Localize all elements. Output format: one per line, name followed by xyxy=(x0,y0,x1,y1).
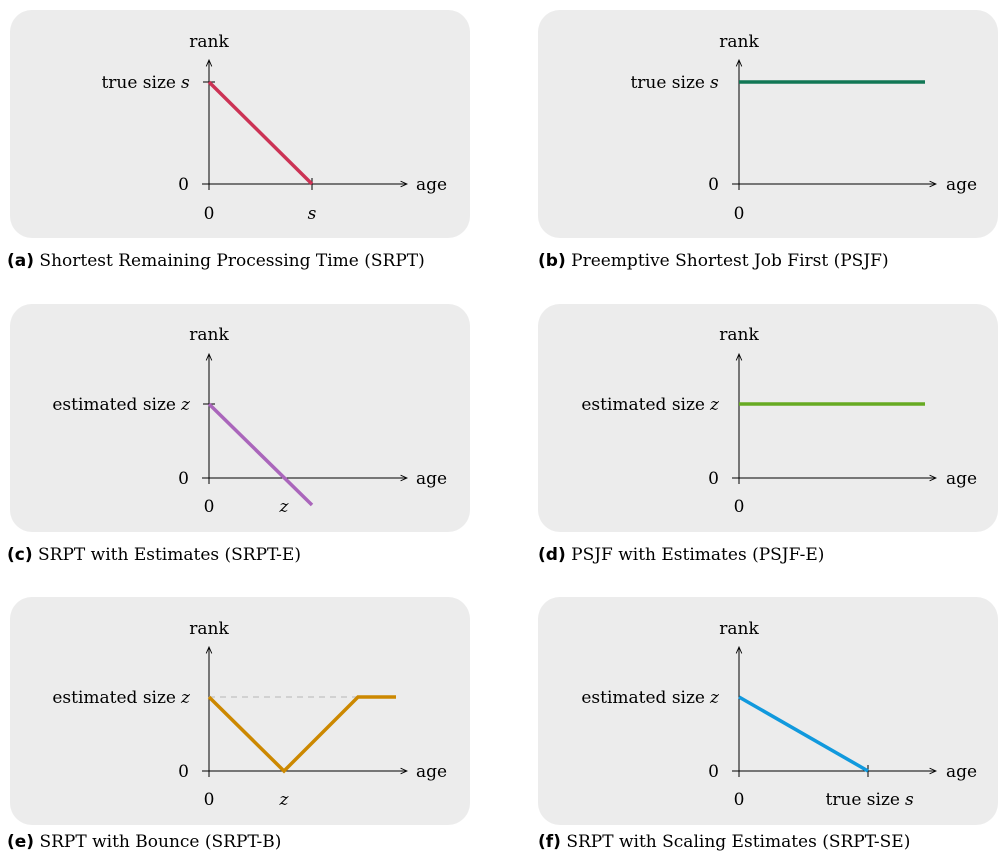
panel-b-x-tick-zero: 0 xyxy=(734,204,745,224)
panel-f-x-tick-zero: 0 xyxy=(734,790,745,810)
panel-f-background xyxy=(538,597,998,825)
panel-a-rank-line xyxy=(207,80,314,186)
panel-e-y-tick-estimated-size: estimated size xyxy=(52,688,176,708)
panel-f: rank age 0 estimated size z 0 true size … xyxy=(581,619,977,810)
panel-c: rank age 0 estimated size z 0 z xyxy=(52,325,447,517)
panel-d: rank age 0 estimated size z 0 xyxy=(581,325,977,517)
caption-f: (f) SRPT with Scaling Estimates (SRPT-SE… xyxy=(538,832,910,852)
panel-e-background xyxy=(10,597,470,825)
caption-a: (a) Shortest Remaining Processing Time (… xyxy=(7,251,425,271)
panel-f-y-tick-zero: 0 xyxy=(708,762,719,782)
panel-b-y-tick-zero: 0 xyxy=(708,175,719,195)
panel-d-x-tick-zero: 0 xyxy=(734,497,745,517)
panel-b-y-tick-true-size: true size xyxy=(630,73,705,93)
caption-e: (e) SRPT with Bounce (SRPT-B) xyxy=(7,832,281,852)
panel-b: rank age 0 true size s 0 xyxy=(630,32,977,224)
caption-b-text: Preemptive Shortest Job First (PSJF) xyxy=(571,251,889,271)
caption-d: (d) PSJF with Estimates (PSJF-E) xyxy=(538,545,824,565)
caption-c: (c) SRPT with Estimates (SRPT-E) xyxy=(7,545,301,565)
panel-f-rank-line xyxy=(738,695,869,773)
panel-b-y-axis-label: rank xyxy=(719,32,759,52)
panel-c-y-axis-label: rank xyxy=(189,325,229,345)
panel-f-x-axis-label: age xyxy=(946,762,977,782)
caption-f-text: SRPT with Scaling Estimates (SRPT-SE) xyxy=(566,832,911,852)
panel-e-x-tick-zero: 0 xyxy=(204,790,215,810)
caption-e-label: (e) xyxy=(7,832,35,852)
panel-f-y-tick-var: z xyxy=(709,688,720,708)
panel-e-y-tick-var: z xyxy=(180,688,191,708)
panel-f-x-tick-var: s xyxy=(905,790,914,810)
panel-c-y-tick-estimated-size: estimated size xyxy=(52,395,176,415)
panel-a-x-axis-label: age xyxy=(416,175,447,195)
panel-a-y-axis-label: rank xyxy=(189,32,229,52)
panel-e-rank-line xyxy=(207,695,396,774)
panel-d-y-tick-estimated-size: estimated size xyxy=(581,395,705,415)
caption-c-label: (c) xyxy=(7,545,33,565)
panel-c-y-tick-zero: 0 xyxy=(178,469,189,489)
panel-a: rank age 0 true size s 0 s xyxy=(101,32,447,224)
panel-a-x-tick-zero: 0 xyxy=(204,204,215,224)
panel-a-background xyxy=(10,10,470,238)
caption-a-label: (a) xyxy=(7,251,35,271)
panel-a-x-tick-var: s xyxy=(308,204,317,224)
panel-c-x-axis-label: age xyxy=(416,469,447,489)
caption-c-text: SRPT with Estimates (SRPT-E) xyxy=(38,545,301,565)
panel-c-y-tick-var: z xyxy=(180,395,191,415)
panel-e-y-tick-zero: 0 xyxy=(178,762,189,782)
caption-a-text: Shortest Remaining Processing Time (SRPT… xyxy=(39,251,425,271)
caption-f-label: (f) xyxy=(538,832,561,852)
panel-c-x-tick-zero: 0 xyxy=(204,497,215,517)
panel-d-y-tick-var: z xyxy=(709,395,720,415)
panel-f-x-tick-true-size: true size xyxy=(825,790,900,810)
panel-c-x-tick-var: z xyxy=(279,497,290,517)
panel-b-y-tick-var: s xyxy=(710,73,719,93)
panel-e-x-axis-label: age xyxy=(416,762,447,782)
panel-e-x-tick-var: z xyxy=(279,790,290,810)
panel-f-y-tick-estimated-size: estimated size xyxy=(581,688,705,708)
panel-b-background xyxy=(538,10,998,238)
caption-e-text: SRPT with Bounce (SRPT-B) xyxy=(39,832,282,852)
caption-d-label: (d) xyxy=(538,545,566,565)
caption-b-label: (b) xyxy=(538,251,566,271)
panel-c-background xyxy=(10,304,470,532)
caption-b: (b) Preemptive Shortest Job First (PSJF) xyxy=(538,251,889,271)
panel-e-y-axis-label: rank xyxy=(189,619,229,639)
panel-f-y-axis-label: rank xyxy=(719,619,759,639)
panel-a-y-tick-true-size: true size xyxy=(101,73,176,93)
panel-b-x-axis-label: age xyxy=(946,175,977,195)
panel-c-rank-line xyxy=(207,402,314,507)
panel-e: rank age 0 estimated size z 0 z xyxy=(52,619,447,810)
panel-d-x-axis-label: age xyxy=(946,469,977,489)
panel-d-background xyxy=(538,304,998,532)
panel-a-y-tick-zero: 0 xyxy=(178,175,189,195)
panel-d-y-axis-label: rank xyxy=(719,325,759,345)
panel-a-y-tick-var: s xyxy=(181,73,190,93)
caption-d-text: PSJF with Estimates (PSJF-E) xyxy=(571,545,825,565)
panel-d-y-tick-zero: 0 xyxy=(708,469,719,489)
